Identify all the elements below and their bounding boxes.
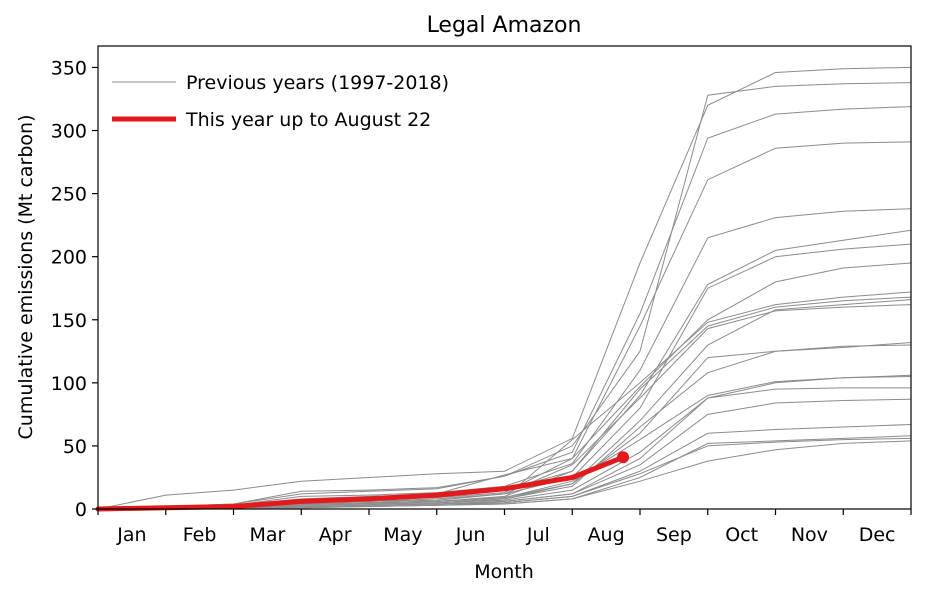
legend: Previous years (1997-2018) This year up …	[112, 72, 449, 131]
x-axis-title: Month	[474, 561, 534, 583]
chart-title: Legal Amazon	[427, 13, 582, 38]
current-year-line-group	[95, 451, 630, 512]
x-tick-label-apr: Apr	[319, 524, 352, 546]
x-tick-label-may: May	[383, 524, 422, 546]
x-tick-label-oct: Oct	[725, 524, 758, 546]
y-tick-label: 100	[51, 373, 87, 395]
x-tick-label-jul: Jul	[526, 524, 550, 546]
x-tick-label-nov: Nov	[791, 524, 828, 546]
legend-current-label: This year up to August 22	[185, 109, 431, 131]
y-tick-label: 150	[51, 310, 87, 332]
y-tick-label: 50	[63, 436, 87, 458]
x-tick-label-jan: Jan	[116, 524, 146, 546]
x-tick-label-feb: Feb	[183, 524, 217, 546]
current-year-line	[95, 454, 626, 512]
ticks: 0 50 100 150 200 250 300 350 Jan Feb Mar Apr May Jun J…	[51, 57, 912, 546]
x-tick-label-aug: Aug	[588, 524, 625, 546]
x-tick-label-mar: Mar	[249, 524, 285, 546]
y-axis-title: Cumulative emissions (Mt carbon)	[15, 115, 37, 440]
legend-previous-label: Previous years (1997-2018)	[186, 72, 449, 94]
x-tick-label-jun: Jun	[455, 524, 486, 546]
y-tick-label: 350	[51, 57, 87, 79]
y-tick-label: 0	[75, 499, 87, 521]
y-tick-label: 250	[51, 184, 87, 206]
previous-year-line-1	[97, 66, 912, 510]
current-year-endpoint-marker	[617, 451, 630, 464]
y-tick-label: 200	[51, 247, 87, 269]
x-tick-label-sep: Sep	[656, 524, 692, 546]
x-tick-label-dec: Dec	[859, 524, 896, 546]
y-tick-label: 300	[51, 121, 87, 143]
